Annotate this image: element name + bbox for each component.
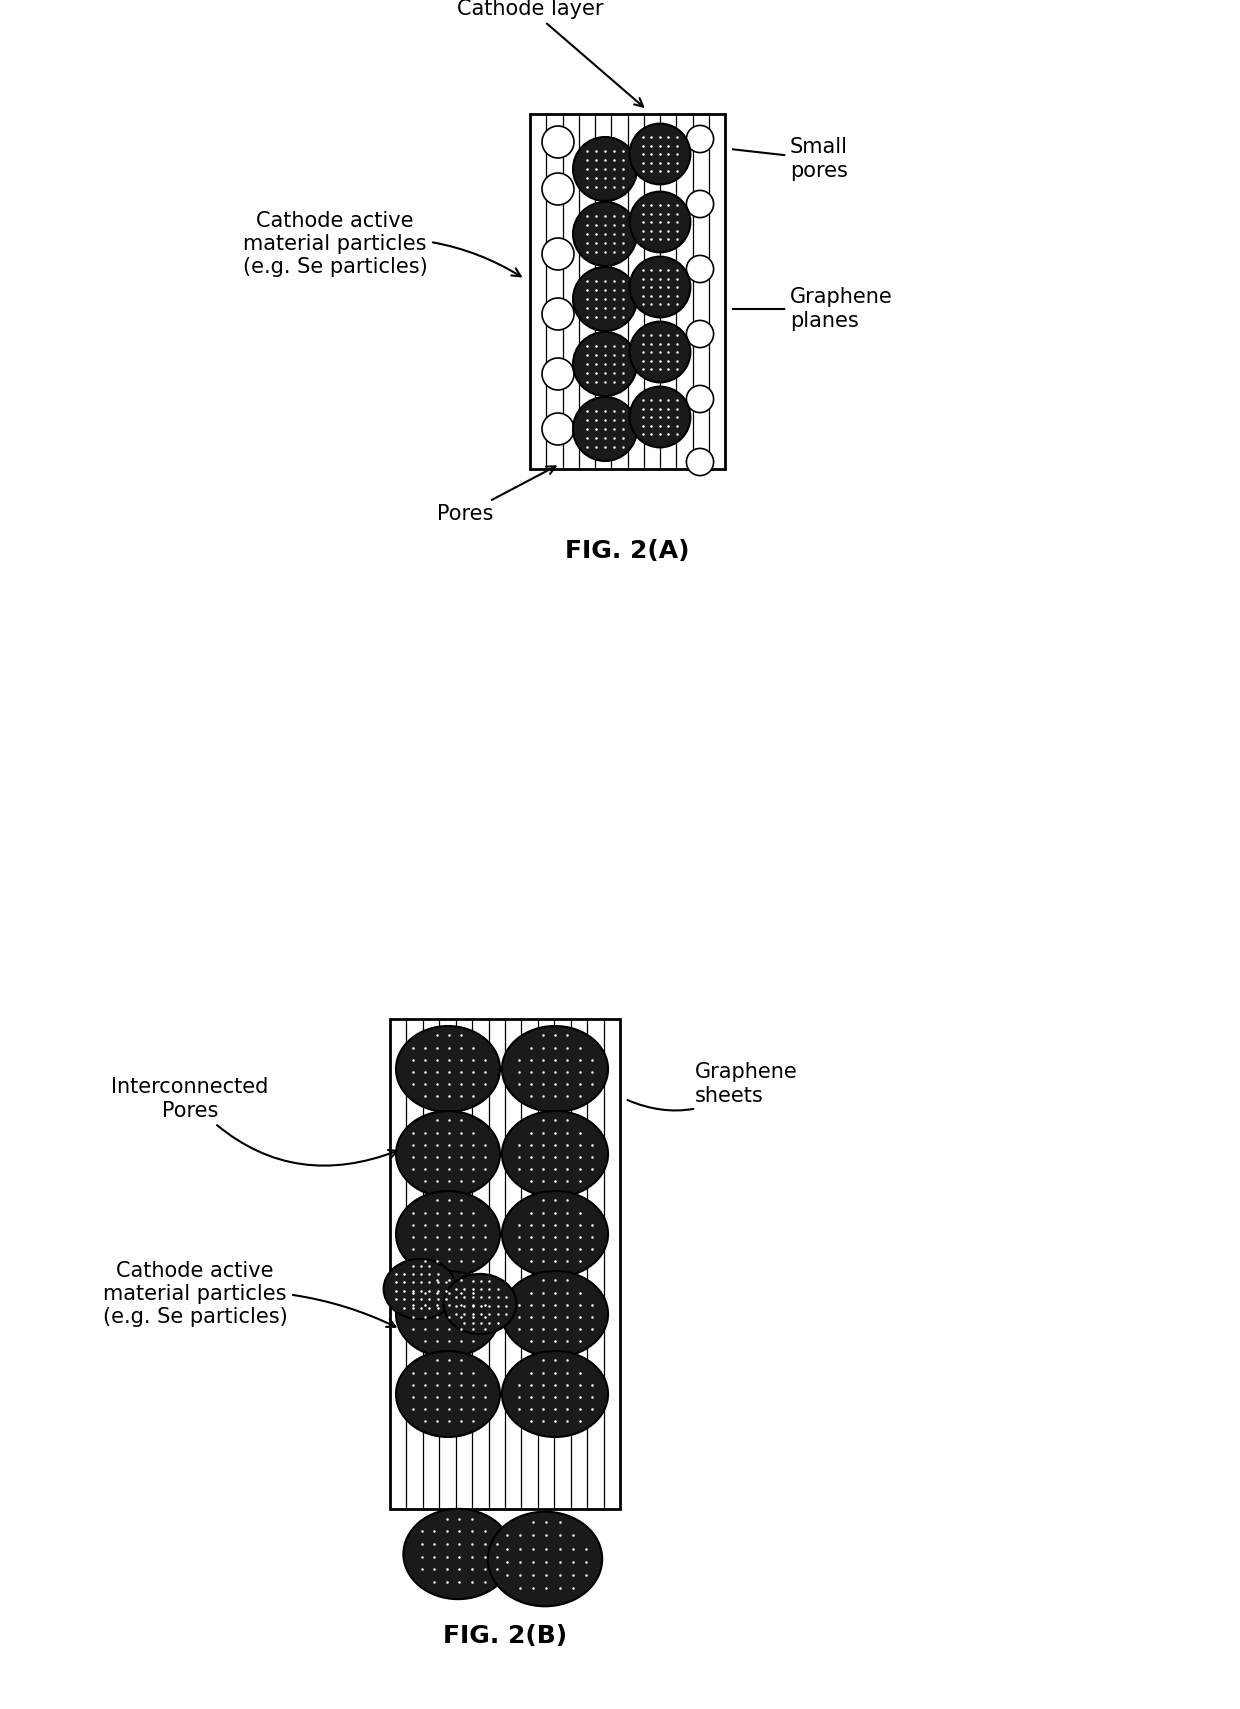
Ellipse shape (396, 1025, 500, 1113)
Text: FIG. 2(A): FIG. 2(A) (565, 538, 689, 562)
Text: Cathode active
material particles
(e.g. Se particles): Cathode active material particles (e.g. … (243, 210, 521, 277)
Ellipse shape (502, 1191, 608, 1277)
Ellipse shape (396, 1352, 500, 1437)
Text: Interconnected
Pores: Interconnected Pores (112, 1077, 397, 1166)
Circle shape (542, 173, 574, 205)
Ellipse shape (403, 1509, 512, 1600)
Circle shape (542, 238, 574, 270)
Text: Graphene
planes: Graphene planes (733, 287, 893, 330)
Ellipse shape (502, 1352, 608, 1437)
Ellipse shape (502, 1025, 608, 1113)
Circle shape (573, 332, 637, 396)
Circle shape (687, 125, 713, 152)
Circle shape (630, 256, 691, 318)
Text: Small
pores: Small pores (733, 137, 848, 181)
Ellipse shape (502, 1111, 608, 1196)
Text: Cathode layer: Cathode layer (456, 0, 644, 106)
Ellipse shape (396, 1111, 500, 1196)
Bar (529, 115, 725, 468)
Circle shape (687, 320, 713, 347)
Circle shape (687, 190, 713, 217)
Circle shape (573, 267, 637, 332)
Circle shape (542, 357, 574, 390)
Circle shape (573, 396, 637, 461)
Text: Graphene
sheets: Graphene sheets (627, 1063, 797, 1111)
Text: FIG. 2(B): FIG. 2(B) (443, 1624, 567, 1647)
Ellipse shape (444, 1273, 516, 1335)
Circle shape (687, 386, 713, 412)
Circle shape (542, 297, 574, 330)
Circle shape (687, 448, 713, 475)
Circle shape (542, 126, 574, 157)
Circle shape (687, 255, 713, 282)
Circle shape (630, 123, 691, 185)
Circle shape (542, 414, 574, 444)
Circle shape (573, 202, 637, 267)
Circle shape (573, 137, 637, 202)
Circle shape (630, 321, 691, 383)
Ellipse shape (502, 1271, 608, 1357)
Ellipse shape (396, 1271, 500, 1357)
Text: Pores: Pores (436, 467, 556, 525)
Circle shape (630, 191, 691, 253)
Ellipse shape (396, 1191, 500, 1277)
Circle shape (630, 386, 691, 448)
Bar (391, 1019, 620, 1509)
Ellipse shape (487, 1512, 603, 1606)
Text: Cathode active
material particles
(e.g. Se particles): Cathode active material particles (e.g. … (103, 1261, 396, 1328)
Ellipse shape (383, 1260, 456, 1319)
